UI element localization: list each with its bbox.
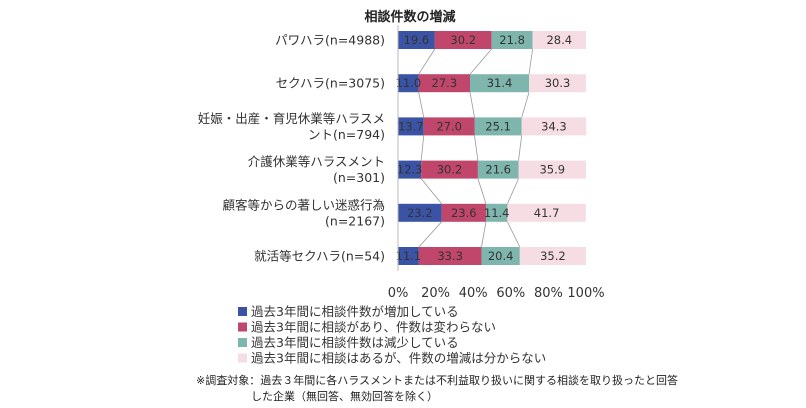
bar-segment-3-0 (398, 160, 422, 179)
data-label-3-1: 30.2 (437, 163, 463, 177)
bar-segment-4-0 (398, 203, 442, 222)
data-label-3-0: 12.3 (397, 163, 423, 177)
category-labels: パワハラ(n=4988) セクハラ(n=3075) 妊娠・出産・育児休業等ハラスメン… (198, 33, 385, 264)
data-label-1-0: 11.0 (396, 76, 422, 90)
footnote-line-2: した企業（無回答、無効回答を除く） (251, 389, 438, 403)
data-label-2-3: 34.3 (541, 119, 567, 133)
connector-line-0-2 (528, 48, 534, 75)
legend-label-3: 過去3年間に相談はあるが、件数の増減は分からない (251, 351, 546, 366)
x-tick-label-4: 80% (534, 286, 563, 301)
data-label-5-3: 35.2 (540, 249, 566, 263)
bar-segment-3-3 (518, 160, 586, 179)
category-label-3-0: 介護休業等ハラスメント (248, 154, 385, 169)
bar-segment-4-2 (485, 203, 508, 222)
connector-line-2-2 (518, 135, 523, 161)
bar-segment-5-0 (398, 247, 419, 265)
bar-segment-2-0 (398, 117, 424, 136)
connector-line-1-2 (521, 92, 530, 118)
bar-segment-0-0 (398, 31, 435, 49)
x-tick-label-2: 40% (459, 286, 488, 301)
legend: 過去3年間に相談件数が増加している過去3年間に相談があり、件数は変わらない過去3… (238, 304, 546, 366)
data-label-2-2: 25.1 (485, 119, 511, 133)
bar-segment-2-1 (423, 117, 475, 136)
legend-swatch-2 (238, 338, 247, 347)
connector-line-4-2 (507, 221, 521, 248)
data-label-2-1: 27.0 (436, 119, 462, 133)
connector-lines (418, 48, 534, 248)
legend-label-0: 過去3年間に相談件数が増加している (251, 304, 459, 319)
x-tick-label-0: 0% (388, 286, 409, 301)
data-label-1-3: 30.3 (545, 76, 571, 90)
data-label-5-0: 11.1 (396, 249, 422, 263)
bar-segment-3-1 (421, 160, 478, 179)
data-label-0-2: 21.8 (499, 33, 525, 47)
bars (398, 31, 587, 265)
connector-line-4-1 (481, 221, 487, 248)
category-label-5-0: 就活等セクハラ(n=54) (254, 249, 385, 264)
category-label-1-0: セクハラ(n=3075) (276, 76, 385, 91)
bar-segment-1-2 (470, 74, 530, 93)
footnote: ※調査対象：過去３年間に各ハラスメントまたは不利益取り扱いに関する相談を取り扱っ… (196, 373, 678, 403)
legend-label-2: 過去3年間に相談件数は減少している (251, 335, 459, 350)
legend-swatch-0 (238, 307, 247, 316)
bar-segment-4-1 (441, 203, 486, 222)
data-label-1-1: 27.3 (432, 76, 458, 90)
data-label-3-3: 35.9 (539, 163, 565, 177)
category-label-4-1: (n=2167) (325, 213, 385, 228)
bar-segment-1-0 (398, 74, 419, 93)
chart-title: 相談件数の増減 (364, 9, 455, 25)
x-tick-label-5: 100% (567, 286, 604, 301)
data-label-1-2: 31.4 (487, 76, 513, 90)
bar-segment-1-3 (529, 74, 586, 93)
data-label-0-1: 30.2 (450, 33, 476, 47)
category-label-3-1: (n=301) (333, 170, 385, 185)
bar-segment-3-2 (477, 160, 519, 179)
footnote-line-1: ※調査対象：過去３年間に各ハラスメントまたは不利益取り扱いに関する相談を取り扱っ… (196, 373, 678, 387)
legend-swatch-1 (238, 322, 247, 332)
category-label-2-1: ント(n=794) (308, 127, 385, 142)
category-label-4-0: 顧客等からの著しい迷惑行為 (222, 197, 385, 212)
bar-segment-0-2 (491, 31, 533, 49)
data-label-0-0: 19.6 (404, 33, 430, 47)
data-label-3-2: 21.6 (485, 163, 511, 177)
bar-segment-2-2 (474, 117, 522, 136)
legend-swatch-3 (238, 353, 247, 363)
connector-line-0-1 (469, 48, 492, 75)
bar-segment-0-1 (434, 31, 492, 49)
connector-line-1-0 (418, 92, 425, 118)
connector-line-3-1 (477, 178, 487, 204)
x-tick-labels: 0% 20% 40% 60% 80% 100% (388, 286, 605, 301)
connector-line-2-1 (474, 135, 479, 161)
connector-line-2-0 (420, 135, 425, 161)
connector-line-4-0 (418, 221, 442, 248)
x-tick-label-3: 60% (496, 286, 525, 301)
connector-line-3-2 (507, 178, 519, 204)
connector-line-3-0 (420, 178, 442, 205)
bar-segment-5-3 (519, 247, 586, 265)
connector-line-0-0 (418, 48, 436, 75)
bar-segment-5-2 (481, 247, 520, 265)
data-label-4-3: 41.7 (534, 206, 560, 220)
x-tick-label-1: 20% (421, 286, 450, 301)
data-label-0-3: 28.4 (546, 33, 572, 47)
bar-segment-2-3 (521, 117, 587, 136)
data-label-5-2: 20.4 (488, 249, 514, 263)
connector-line-1-1 (469, 92, 475, 118)
category-label-2-0: 妊娠・出産・育児休業等ハラスメ (198, 111, 385, 126)
legend-label-1: 過去3年間に相談があり、件数は変わらない (251, 320, 496, 335)
bar-segment-5-1 (418, 247, 482, 265)
data-label-4-2: 11.4 (484, 206, 510, 220)
data-label-5-1: 33.3 (437, 249, 463, 263)
data-label-4-0: 23.2 (407, 206, 433, 220)
segment-labels: 19.6 30.2 21.8 28.4 11.0 27.3 31.4 30.3 13.7 27.0… (396, 33, 573, 263)
data-label-2-0: 13.7 (398, 119, 424, 133)
bar-segment-1-1 (418, 74, 471, 93)
category-label-0-0: パワハラ(n=4988) (275, 33, 385, 48)
bar-segment-0-3 (532, 31, 586, 49)
bar-segment-4-3 (507, 203, 586, 222)
data-label-4-1: 23.6 (451, 206, 477, 220)
